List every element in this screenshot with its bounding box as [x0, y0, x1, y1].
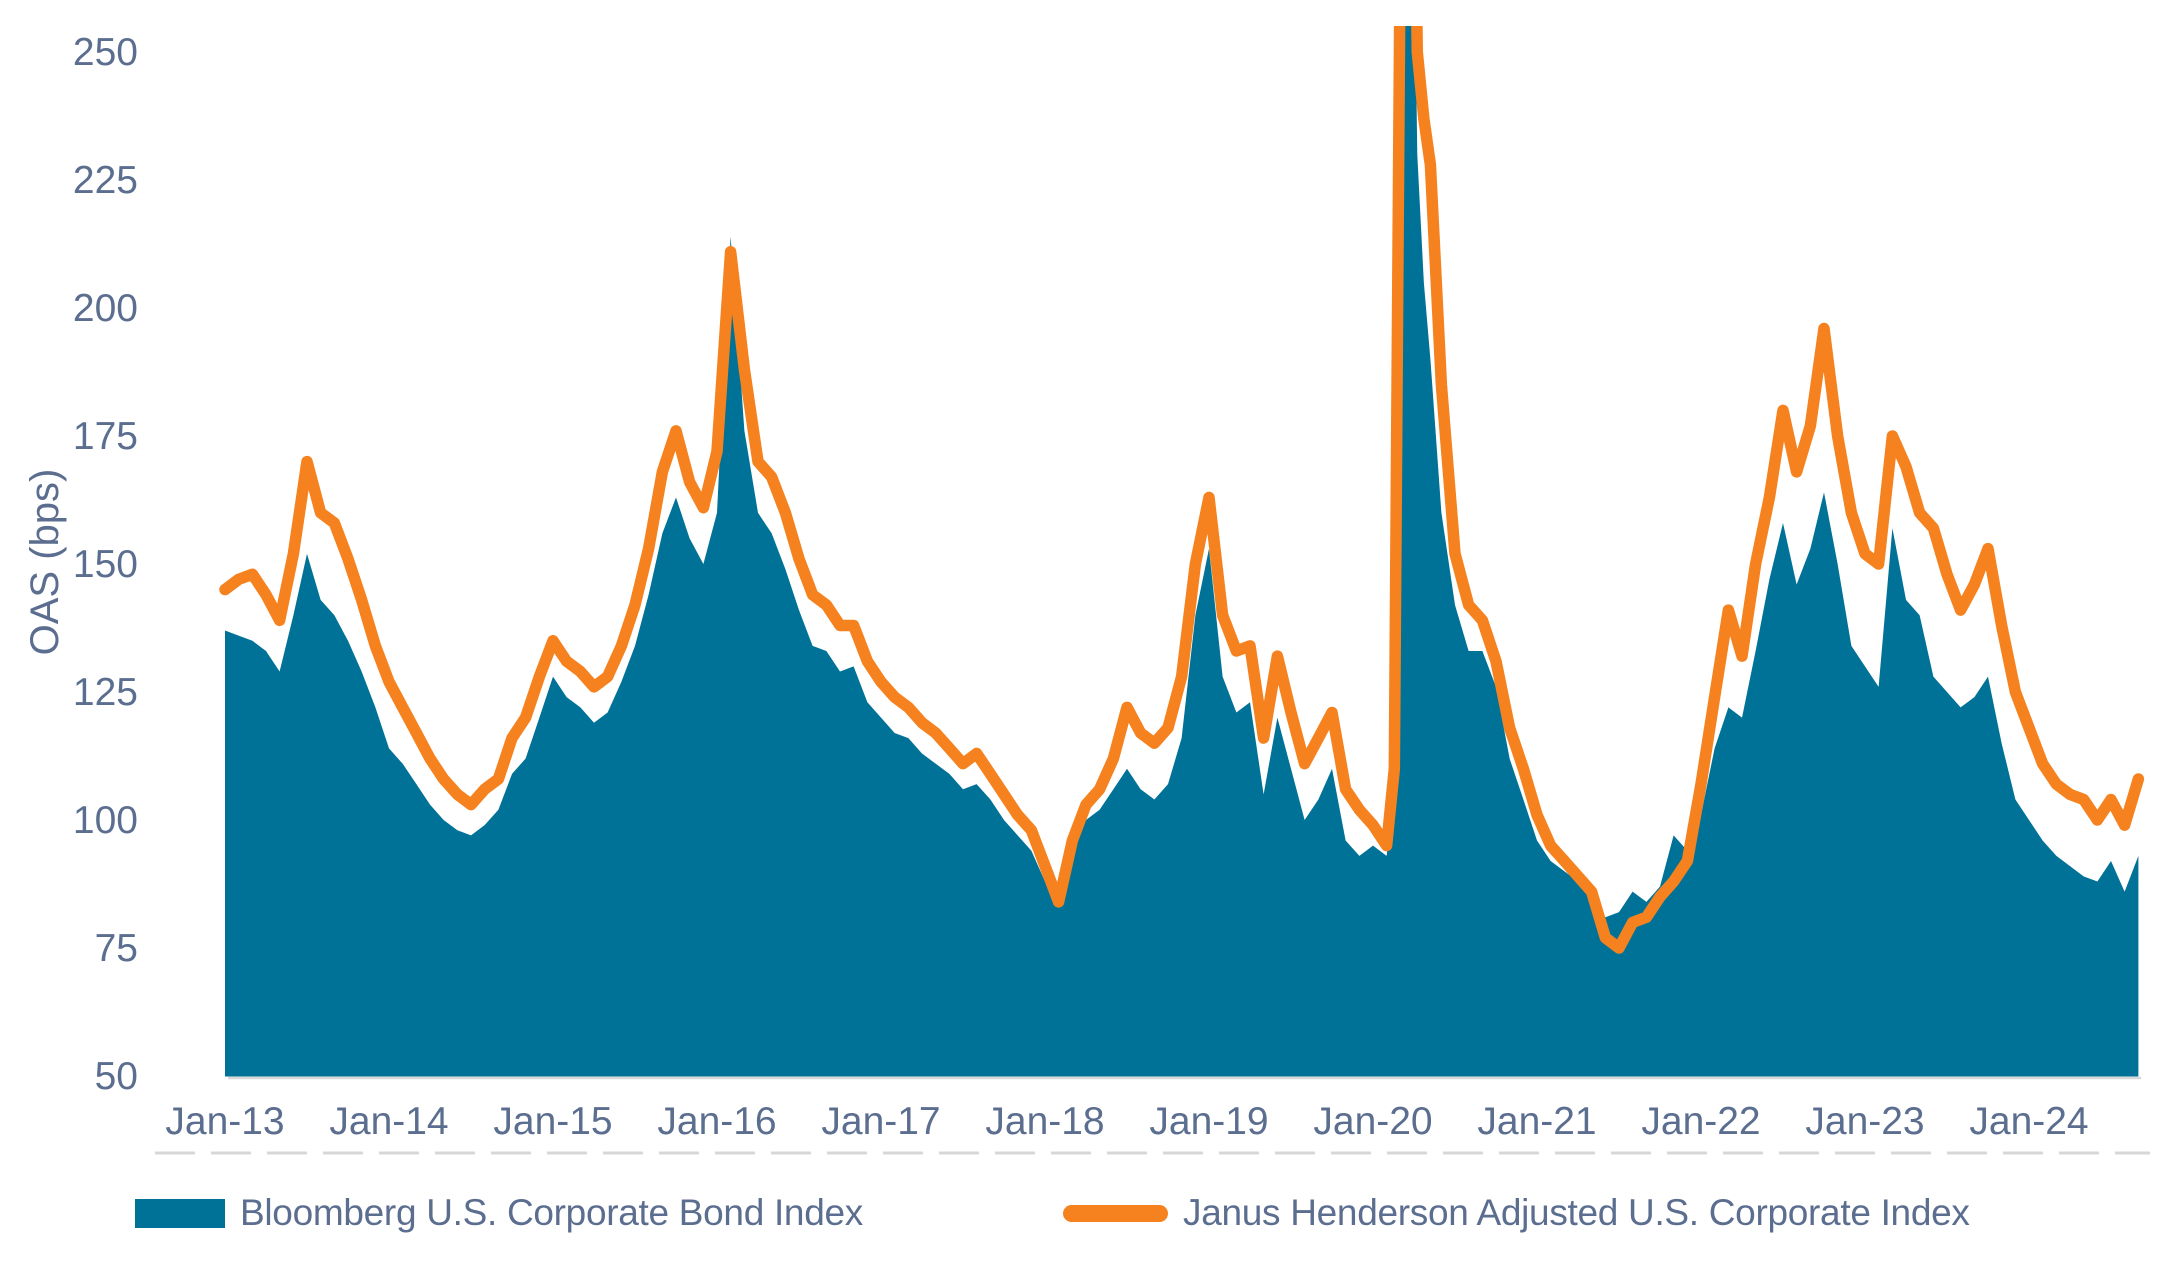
y-tick-label: 100: [73, 799, 138, 842]
x-tick-label: Jan-18: [985, 1100, 1104, 1143]
legend-item-bloomberg: Bloomberg U.S. Corporate Bond Index: [135, 1192, 863, 1234]
y-tick-label: 75: [95, 927, 138, 970]
y-tick-label: 225: [73, 159, 138, 202]
y-tick-label: 125: [73, 671, 138, 714]
x-tick-label: Jan-22: [1641, 1100, 1760, 1143]
x-tick-label: Jan-16: [657, 1100, 776, 1143]
janus-line-series: [219, 26, 2145, 954]
x-axis-tick-labels: Jan-13 Jan-14 Jan-15 Jan-16 Jan-17 Jan-18 Jan-…: [165, 1100, 2088, 1143]
legend-swatch-bloomberg-area: [135, 1198, 225, 1228]
y-tick-label: 175: [73, 415, 138, 458]
y-axis-title: OAS (bps): [23, 469, 67, 656]
y-axis-tick-labels: 250 225 200 175 150 125 100 75 50: [73, 31, 138, 1098]
y-tick-label: 50: [95, 1055, 138, 1098]
y-tick-label: 150: [73, 543, 138, 586]
legend-swatch-janus-line: [1063, 1204, 1168, 1222]
y-tick-label: 250: [73, 31, 138, 74]
x-tick-label: Jan-17: [821, 1100, 940, 1143]
x-tick-label: Jan-19: [1149, 1100, 1268, 1143]
legend-item-janus: Janus Henderson Adjusted U.S. Corporate …: [1063, 1192, 1970, 1234]
x-tick-label: Jan-15: [493, 1100, 612, 1143]
x-tick-label: Jan-14: [329, 1100, 448, 1143]
x-tick-label: Jan-13: [165, 1100, 284, 1143]
y-tick-label: 200: [73, 287, 138, 330]
x-tick-label: Jan-21: [1477, 1100, 1596, 1143]
x-tick-label: Jan-20: [1313, 1100, 1432, 1143]
x-tick-label: Jan-24: [1969, 1100, 2088, 1143]
x-tick-label: Jan-23: [1805, 1100, 1924, 1143]
legend-label-bloomberg: Bloomberg U.S. Corporate Bond Index: [240, 1192, 863, 1233]
bloomberg-area-series: [225, 26, 2139, 1077]
legend-label-janus: Janus Henderson Adjusted U.S. Corporate …: [1183, 1192, 1970, 1233]
